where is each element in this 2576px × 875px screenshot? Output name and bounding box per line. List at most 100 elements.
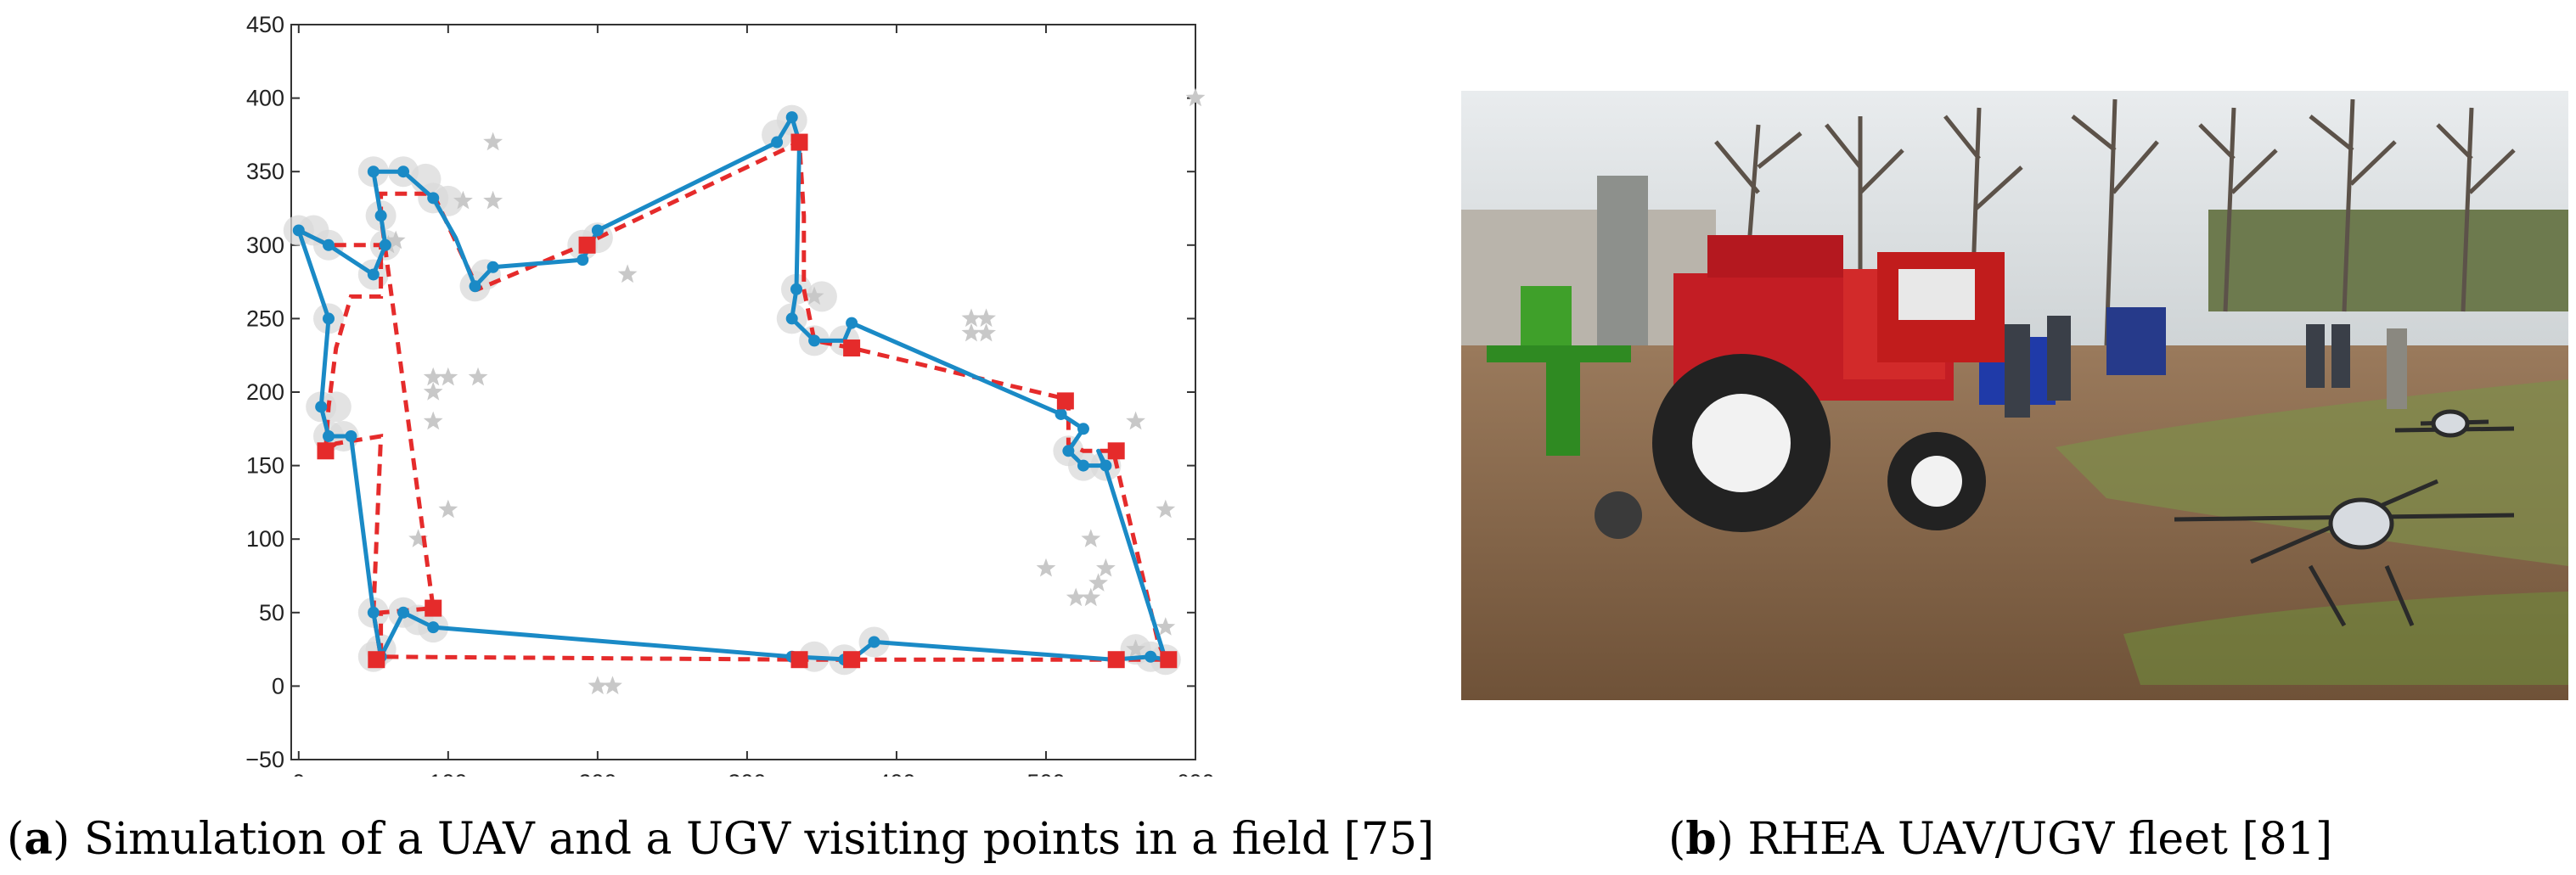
target-star [468,367,488,386]
target-star [423,367,443,386]
target-star [976,323,996,342]
uav-waypoint [487,261,499,273]
x-tick-label: 100 [429,770,467,777]
ugv-stops [317,133,1178,669]
uav-waypoint [1062,445,1075,457]
y-tick-label: 50 [259,600,284,625]
uav-waypoint [323,312,335,325]
y-tick-label: −50 [245,747,284,772]
ugv-stop [843,339,861,357]
plot-area [290,24,1196,760]
target-star [976,308,996,328]
y-tick-label: 200 [246,379,284,405]
uav-waypoint [345,429,357,442]
ugv-stop [368,651,385,669]
uav-waypoint [1100,459,1112,472]
uav-waypoint [785,111,798,124]
uav-waypoint [397,165,410,178]
uav-waypoint [379,238,391,251]
uav-waypoint [1055,407,1067,420]
y-tick-label: 300 [246,233,284,258]
target-star [603,676,622,695]
uav-waypoint [323,429,335,442]
ugv-stop [843,651,861,669]
uav-waypoints [292,111,1172,666]
caption-a: (a) Simulation of a UAV and a UGV visiti… [7,813,1435,865]
y-tick-label: 150 [246,453,284,479]
y-tick-label: 250 [246,306,284,331]
uav-waypoint [1077,459,1089,472]
ugv-stop [790,651,808,669]
drones [2174,409,2515,627]
target-star [453,190,473,210]
caption-a-letter: a [24,813,53,865]
uav-waypoint [315,401,328,413]
ugv-stop [1107,651,1125,669]
target-halo [320,391,352,423]
ugv-stop [1056,392,1074,410]
uav-waypoint [427,192,440,205]
target-star [1126,411,1145,430]
uav-waypoint [1145,650,1157,663]
y-tick-label: 0 [272,673,284,698]
y-tick-label: 400 [246,86,284,111]
target-star [438,367,458,386]
uav-waypoint [1077,423,1089,435]
target-star [1081,529,1101,547]
ugv-stop [317,442,335,460]
target-star [1066,587,1086,607]
uav-waypoint [323,238,335,251]
ugv-stop [790,133,808,151]
people [2005,316,2407,418]
uav-waypoint [771,136,784,149]
uav-waypoint [367,165,380,178]
uav-waypoint [808,334,821,347]
target-star [408,529,428,547]
x-tick-label: 400 [877,770,915,777]
target-star [1096,558,1116,577]
target-star [483,190,503,210]
axis-ticks: 0 100 200 300 400 500 600 −50 0 50 100 150 200 250 300… [245,12,1214,777]
target-star [1126,639,1145,658]
target-star [1156,617,1176,636]
uav-waypoint [292,224,305,237]
x-tick-label: 500 [1026,770,1065,777]
seeding-implement [1487,176,1648,539]
target-star [804,286,824,306]
y-tick-label: 350 [246,159,284,184]
target-star [1185,87,1206,107]
uav-waypoint [374,210,387,222]
target-star [1156,499,1176,519]
uav-waypoint [591,224,604,237]
target-star [1081,587,1101,607]
target-star [385,230,406,250]
caption-b: (b) RHEA UAV/UGV fleet [81] [1668,813,2333,865]
target-star [438,499,458,519]
caption-a-text: Simulation of a UAV and a UGV visiting p… [83,814,1435,865]
uav-waypoint [577,254,589,266]
x-tick-label: 600 [1176,770,1214,777]
uav-waypoint [790,283,802,295]
x-tick-label: 200 [578,770,616,777]
target-star [423,411,443,430]
y-tick-label: 100 [246,526,284,552]
target-star [617,264,638,283]
ugv-stop [1107,442,1125,460]
uav-waypoint [868,636,880,648]
ugv-stop [425,599,442,617]
target-star [483,132,503,151]
target-star [588,676,608,695]
uav-waypoint [785,312,798,325]
uav-waypoint [367,606,380,619]
caption-b-text: RHEA UAV/UGV fleet [81] [1747,814,2333,865]
target-star [1036,558,1056,577]
target-star [961,308,981,328]
uav-waypoint [397,606,410,619]
x-tick-label: 0 [292,770,305,777]
uav-waypoint [846,317,858,329]
blue-tractor [2106,307,2166,375]
caption-b-letter: b [1685,813,1717,865]
ugv-stop [1160,651,1178,669]
uav-waypoint [367,268,380,281]
x-tick-label: 300 [728,770,766,777]
